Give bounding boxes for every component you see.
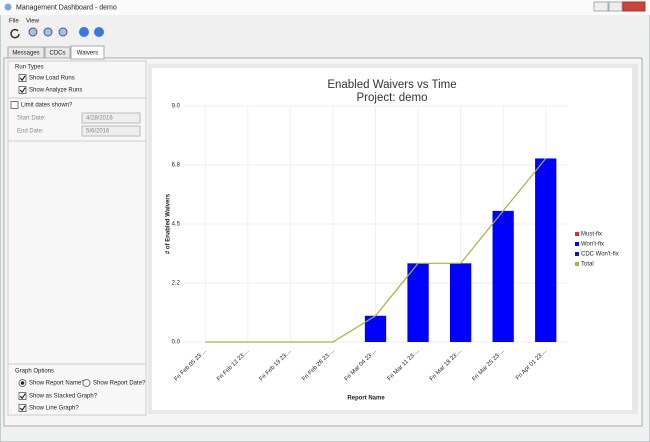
tab-selected[interactable] <box>70 45 105 60</box>
toolbar <box>10 27 104 39</box>
legend-label: CDC Won't-fix <box>581 252 619 258</box>
radio-button[interactable] <box>82 379 91 387</box>
radio-dot <box>20 381 25 385</box>
y-axis-label: # of Enabled Waivers <box>166 193 172 254</box>
legend-label: Total <box>581 262 594 268</box>
date-value[interactable]: 5/6/2016 <box>86 129 110 135</box>
y-tick-label: 4.5 <box>172 222 181 228</box>
checkbox-label[interactable]: Limit dates shown? <box>21 103 73 109</box>
check-mark <box>19 393 26 400</box>
x-axis-label: Report Name <box>347 396 385 402</box>
field-label: Start Date: <box>17 116 46 122</box>
check-mark <box>19 405 26 412</box>
group-title: Graph Options <box>15 369 54 375</box>
tab-label[interactable]: Messages <box>12 51 39 57</box>
bar <box>407 263 429 342</box>
refresh-button[interactable] <box>10 28 20 39</box>
tab-label[interactable]: Waivers <box>77 51 98 57</box>
menu-view[interactable]: View <box>26 19 40 25</box>
bar <box>364 315 387 342</box>
line <box>205 158 547 343</box>
legend-label: Must-fix <box>581 232 602 238</box>
legend-swatch <box>575 232 579 236</box>
date-field[interactable] <box>81 125 141 137</box>
minimize-button[interactable] <box>593 1 609 12</box>
close-button[interactable] <box>622 1 646 12</box>
tab-label[interactable]: CDCs <box>50 51 66 57</box>
check-mark <box>19 87 26 94</box>
chart-subtitle: Project: demo <box>357 92 428 104</box>
forward-button[interactable] <box>94 27 104 37</box>
checkbox[interactable] <box>18 86 27 94</box>
legend-swatch <box>575 242 579 246</box>
maximize-button[interactable] <box>608 1 623 12</box>
legend-label: Won't-fix <box>581 242 604 248</box>
checkbox[interactable] <box>10 101 19 109</box>
checkbox-label[interactable]: Show Analyze Runs <box>29 88 82 94</box>
checkbox[interactable] <box>18 404 27 412</box>
checkbox[interactable] <box>18 74 27 82</box>
legend-swatch <box>575 252 579 256</box>
y-tick-label: 6.8 <box>172 163 181 169</box>
checkbox[interactable] <box>18 392 27 400</box>
back-button[interactable] <box>79 27 89 37</box>
checkbox-label[interactable]: Show Load Runs <box>29 76 75 82</box>
y-tick-label: 9.0 <box>172 104 181 110</box>
tab[interactable] <box>44 46 71 59</box>
bar <box>449 263 472 342</box>
radio-label[interactable]: Show Report Date? <box>93 381 146 387</box>
chart-title: Enabled Waivers vs Time <box>327 79 456 91</box>
zoom-in-button[interactable] <box>28 27 38 37</box>
y-tick-label: 2.2 <box>172 281 181 287</box>
checkbox-label[interactable]: Show as Stacked Graph? <box>29 394 98 400</box>
radio-label[interactable]: Show Report Name? <box>29 381 85 387</box>
field-label: End Date: <box>17 129 44 135</box>
y-tick-label: 0.0 <box>172 340 181 346</box>
zoom-fit-button[interactable] <box>58 27 68 37</box>
app-icon <box>4 3 12 11</box>
group-title: Run Types <box>15 65 44 71</box>
chart-area <box>152 68 632 410</box>
checkbox-label[interactable]: Show Line Graph? <box>29 406 79 412</box>
zoom-out-button[interactable] <box>43 27 53 37</box>
bar <box>535 158 557 342</box>
bar <box>492 210 514 342</box>
window-title: Management Dashboard - demo <box>16 4 117 11</box>
title-bar <box>0 0 650 15</box>
legend-swatch <box>575 262 579 266</box>
menu-file[interactable]: File <box>9 19 19 25</box>
check-mark <box>19 75 26 82</box>
tab[interactable] <box>7 46 45 59</box>
date-value[interactable]: 4/28/2016 <box>86 116 113 122</box>
date-field[interactable] <box>81 112 141 124</box>
